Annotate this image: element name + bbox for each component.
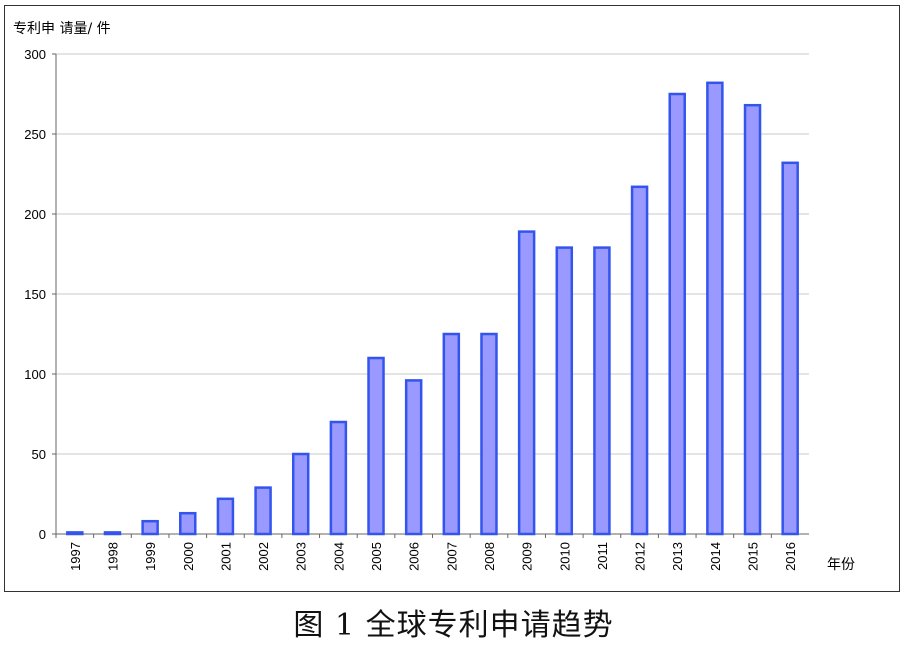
- y-tick-label: 50: [32, 447, 46, 462]
- bar-1999: [141, 519, 159, 536]
- bar-2002: [254, 486, 272, 536]
- bar-2006: [404, 379, 423, 536]
- y-tick-label: 200: [24, 207, 46, 222]
- x-tick-label: 1999: [143, 542, 158, 571]
- x-tick-label: 2005: [369, 542, 384, 571]
- x-tick-label: 2010: [557, 542, 572, 571]
- x-tick-label: 2013: [670, 542, 685, 571]
- y-tick-label: 150: [24, 287, 46, 302]
- bar-1998: [103, 531, 122, 536]
- x-tick-label: 2002: [256, 542, 271, 571]
- bar-2005: [367, 356, 385, 536]
- tick-labels: 0 50 100 150 200 250 300 1997 1998 1999 2000 2001 20…: [24, 47, 798, 571]
- bar-2001: [216, 497, 235, 536]
- x-tick-label: 2016: [783, 542, 798, 571]
- bar-2015: [743, 103, 762, 536]
- bar-2008: [480, 332, 498, 536]
- x-tick-label: 2001: [218, 542, 233, 571]
- bar-2012: [630, 185, 649, 536]
- y-tick-label: 100: [24, 367, 46, 382]
- x-tick-label: 2004: [331, 542, 346, 571]
- bar-2009: [517, 230, 536, 536]
- x-tick-label: 2011: [595, 542, 610, 570]
- x-tick-label: 2006: [407, 542, 422, 571]
- bars: [66, 81, 799, 536]
- x-tick-label: 2012: [633, 542, 648, 571]
- x-axis-title: 年份: [827, 557, 855, 573]
- x-tick-label: 1997: [68, 542, 83, 571]
- gridlines: [56, 53, 809, 455]
- x-tick-label: 2015: [746, 542, 761, 571]
- y-tick-label: 300: [24, 47, 46, 62]
- x-tick-label: 2003: [294, 542, 309, 571]
- bar-2016: [781, 161, 799, 536]
- bar-2010: [555, 246, 574, 536]
- y-tick-label: 250: [24, 127, 46, 142]
- x-tick-label: 2009: [520, 542, 535, 571]
- figure-caption: 图 1 全球专利申请趋势: [293, 608, 614, 643]
- x-tick-label: 1998: [105, 542, 120, 571]
- bar-1997: [66, 531, 84, 536]
- bar-2004: [329, 420, 348, 536]
- bar-2007: [442, 332, 461, 536]
- x-tick-label: 2007: [444, 542, 459, 571]
- bar-2013: [668, 92, 686, 536]
- bar-chart: 0 50 100 150 200 250 300 1997 1998 1999 2000 2001 20…: [13, 21, 855, 573]
- bar-2000: [179, 511, 197, 536]
- y-axis-title: 专利申 请量/ 件: [13, 21, 111, 37]
- chart-frame: 0 50 100 150 200 250 300 1997 1998 1999 2000 2001 20…: [4, 5, 900, 592]
- x-tick-label: 2000: [181, 542, 196, 571]
- x-tick-label: 2014: [708, 542, 723, 571]
- axes: [52, 53, 809, 538]
- bar-2011: [593, 246, 611, 536]
- y-tick-label: 0: [39, 527, 46, 542]
- x-tick-label: 2008: [482, 542, 497, 571]
- bar-2003: [291, 452, 310, 536]
- bar-2014: [706, 81, 724, 536]
